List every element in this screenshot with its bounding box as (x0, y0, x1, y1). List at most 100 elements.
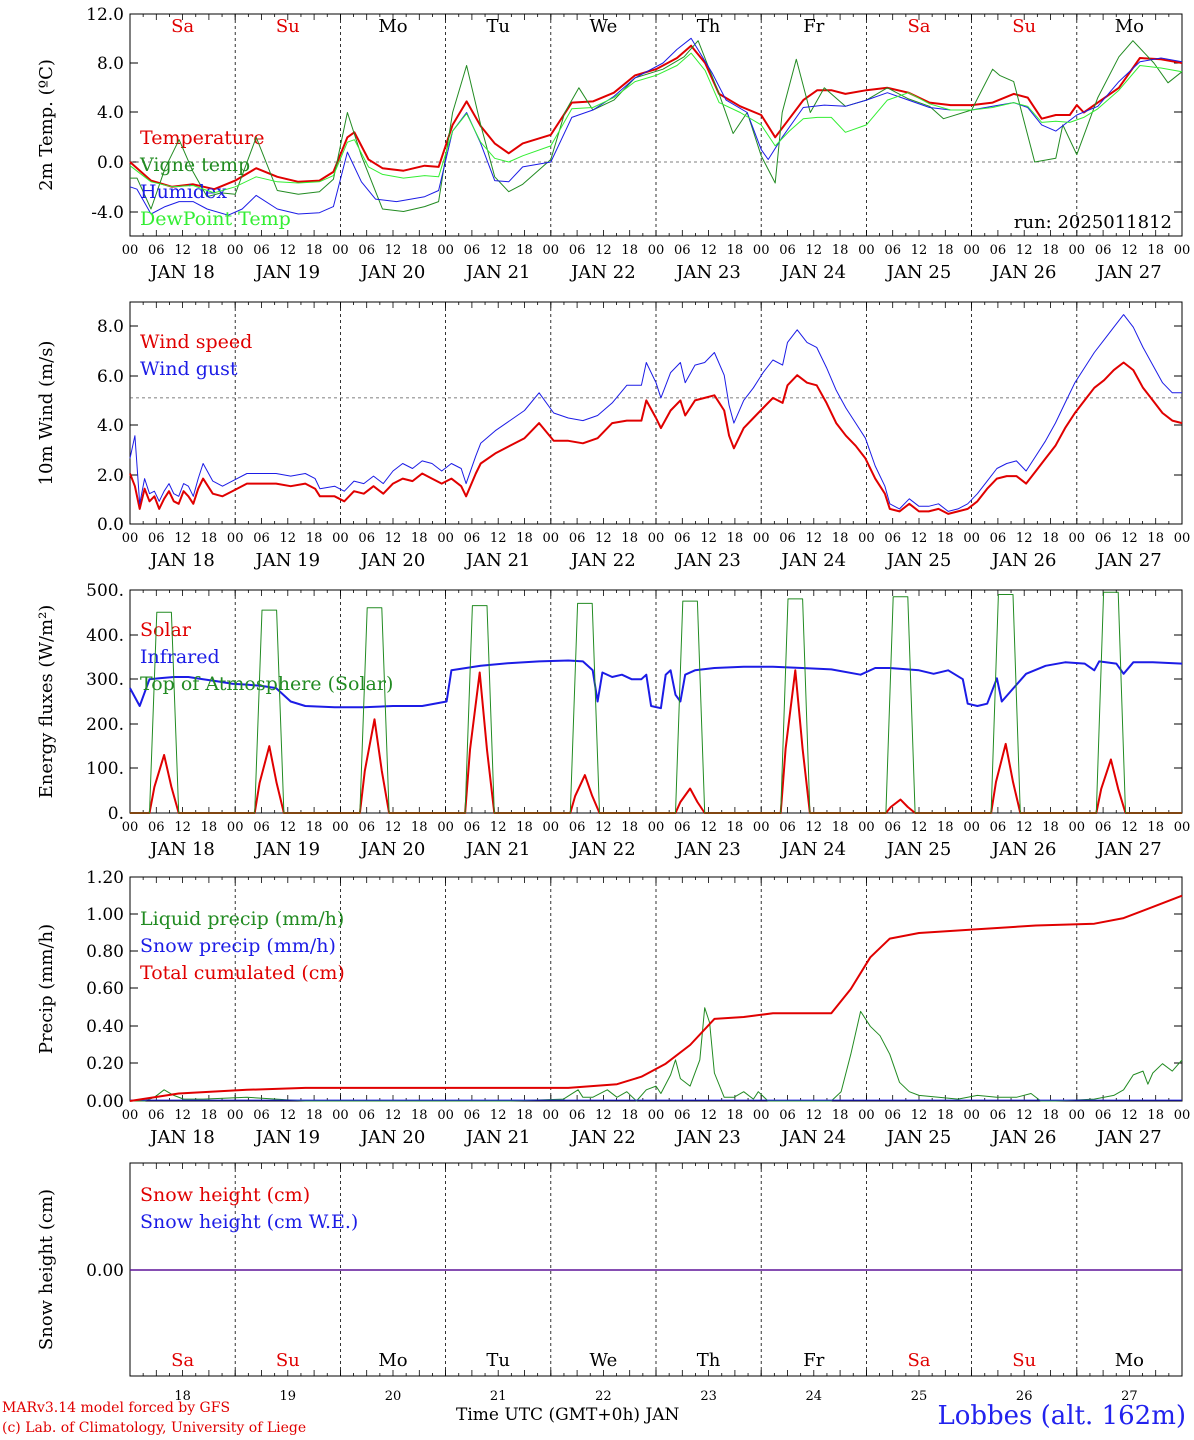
y-tick-label: 0.00 (86, 1261, 124, 1281)
hour-tick-label: 06 (464, 243, 481, 258)
series-line-infrared (129, 659, 1183, 710)
hour-tick-label: 18 (1147, 1108, 1164, 1123)
y-tick-label: 0. (108, 804, 124, 824)
y-tick-label: 8.0 (97, 317, 124, 337)
y-tick-label: 8.0 (97, 54, 124, 74)
legend-total-cumulated-cm-: Total cumulated (cm) (140, 962, 345, 984)
hour-tick-label: 18 (832, 1108, 849, 1123)
y-tick-label: 0.80 (86, 942, 124, 962)
day-label: JAN 19 (254, 1127, 321, 1148)
day-label: JAN 26 (990, 550, 1057, 571)
series-line-liquid-precip-mm-h- (130, 1007, 1183, 1102)
hour-tick-label: 00 (227, 243, 244, 258)
hour-tick-label: 06 (674, 820, 691, 835)
hour-tick-label: 12 (280, 531, 297, 546)
hour-tick-label: 12 (700, 243, 717, 258)
hour-tick-label: 12 (174, 820, 191, 835)
y-tick-label: 500. (86, 581, 124, 601)
legend-liquid-precip-mm-h-: Liquid precip (mm/h) (140, 908, 344, 930)
day-label: JAN 26 (990, 262, 1057, 283)
day-label: JAN 22 (569, 550, 636, 571)
hour-tick-label: 18 (727, 531, 744, 546)
hour-tick-label: 12 (1121, 531, 1138, 546)
hour-tick-label: 00 (1069, 243, 1086, 258)
hour-tick-label: 18 (1042, 820, 1059, 835)
day-number-label: 21 (490, 1389, 507, 1404)
hour-tick-label: 12 (700, 1108, 717, 1123)
hour-tick-label: 00 (227, 531, 244, 546)
hour-tick-label: 00 (648, 820, 665, 835)
hour-tick-label: 00 (122, 243, 139, 258)
day-number-label: 25 (911, 1389, 928, 1404)
day-label: JAN 27 (1095, 550, 1162, 571)
day-label: JAN 24 (780, 839, 847, 860)
hour-tick-label: 06 (148, 1108, 165, 1123)
hour-tick-label: 06 (990, 243, 1007, 258)
hour-tick-label: 18 (516, 531, 533, 546)
hour-tick-label: 00 (963, 1108, 980, 1123)
hour-tick-label: 00 (963, 531, 980, 546)
y-tick-label: 100. (86, 759, 124, 779)
day-number-label: 24 (806, 1389, 823, 1404)
hour-tick-label: 06 (779, 820, 796, 835)
hour-tick-label: 18 (411, 531, 428, 546)
y-tick-label: 0.40 (86, 1017, 124, 1037)
hour-tick-label: 18 (306, 243, 323, 258)
weekday-label-top: Fr (803, 16, 824, 37)
day-label: JAN 25 (885, 839, 952, 860)
hour-tick-label: 00 (437, 820, 454, 835)
panel-wind: 0.0 2.0 4.0 6.0 8.0 10m Wind (m/s) 00 06 12 18 JAN… (36, 301, 1190, 571)
hour-tick-label: 12 (911, 820, 928, 835)
panel-energy: 0. 100. 200. 300. 400. 500. Energy fluxes (W/m… (36, 581, 1190, 860)
legend-dewpoint-temp: DewPoint Temp (140, 208, 291, 230)
day-label: JAN 24 (780, 262, 847, 283)
hour-tick-label: 12 (1016, 531, 1033, 546)
day-label: JAN 23 (674, 1127, 741, 1148)
hour-tick-label: 00 (648, 1108, 665, 1123)
hour-tick-label: 18 (201, 1108, 218, 1123)
legend-snow-height-cm-: Snow height (cm) (140, 1184, 310, 1206)
weekday-label-bottom: Sa (171, 1350, 194, 1371)
hour-tick-label: 18 (306, 1108, 323, 1123)
hour-tick-label: 06 (569, 1108, 586, 1123)
hour-tick-label: 06 (569, 531, 586, 546)
hour-tick-label: 06 (148, 820, 165, 835)
day-label: JAN 23 (674, 262, 741, 283)
ylabel-temp: 2m Temp. (ºC) (36, 59, 57, 191)
series-line-top-of-atmosphere-solar- (130, 591, 1182, 814)
series-line-wind-gust (129, 314, 1182, 512)
hour-tick-label: 18 (306, 531, 323, 546)
hour-tick-label: 12 (280, 820, 297, 835)
hour-tick-label: 06 (569, 820, 586, 835)
hour-tick-label: 00 (753, 243, 770, 258)
hour-tick-label: 18 (832, 820, 849, 835)
hour-tick-label: 12 (806, 243, 823, 258)
y-tick-label: 200. (86, 715, 124, 735)
hour-tick-label: 06 (358, 1108, 375, 1123)
panel-snow: 0.00 Snow height (cm) Snow height (cm) Snow… (36, 1162, 1183, 1377)
day-label: JAN 19 (254, 262, 321, 283)
day-number-label: 26 (1016, 1389, 1033, 1404)
hour-tick-label: 18 (516, 820, 533, 835)
hour-tick-label: 12 (1121, 820, 1138, 835)
hour-tick-label: 06 (674, 531, 691, 546)
hour-tick-label: 00 (227, 820, 244, 835)
weekday-label-bottom: Su (276, 1350, 300, 1371)
hour-tick-label: 12 (385, 243, 402, 258)
day-label: JAN 20 (359, 839, 426, 860)
day-number-label: 20 (385, 1389, 402, 1404)
hour-tick-label: 06 (464, 820, 481, 835)
weekday-label-top: Tu (486, 16, 510, 37)
hour-tick-label: 00 (1174, 243, 1191, 258)
weekday-label-bottom: We (590, 1350, 618, 1371)
y-tick-label: 0.20 (86, 1054, 124, 1074)
model-credit: MARv3.14 model forced by GFS (2, 1400, 231, 1416)
hour-tick-label: 00 (332, 531, 349, 546)
hour-tick-label: 00 (963, 243, 980, 258)
hour-tick-label: 18 (621, 243, 638, 258)
hour-tick-label: 12 (806, 820, 823, 835)
hour-tick-label: 06 (148, 243, 165, 258)
hour-tick-label: 06 (990, 531, 1007, 546)
panel-precip: 0.00 0.20 0.40 0.60 0.80 1.00 1.20 Precip (mm/h… (36, 868, 1190, 1148)
